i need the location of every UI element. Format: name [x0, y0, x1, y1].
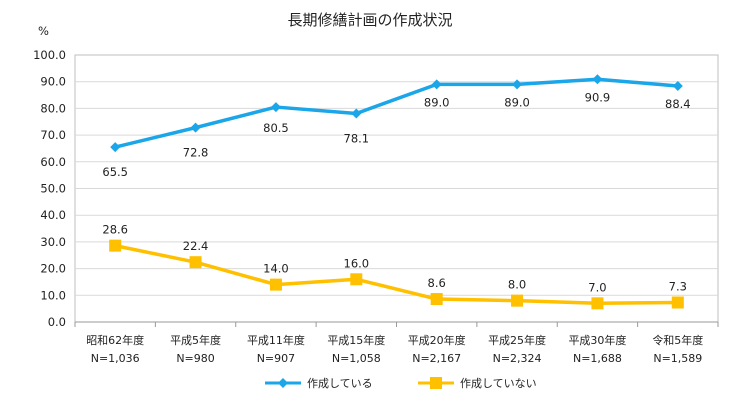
x-sample-size-label: N=1,589	[653, 352, 702, 365]
x-sample-size-label: N=1,058	[332, 352, 381, 365]
data-label: 89.0	[504, 95, 530, 109]
x-sample-size-label: N=980	[176, 352, 214, 365]
x-category-label: 平成5年度	[170, 333, 221, 347]
data-point	[190, 122, 201, 133]
y-tick-label: 50.0	[40, 182, 66, 196]
data-labels: 65.5 72.8 80.5 78.1 89.0 89.0 90.9 88.4 28.6 22.4…	[102, 90, 690, 294]
data-point	[270, 102, 281, 113]
data-label: 90.9	[585, 90, 611, 104]
series-line-sakusei-shiteiru	[114, 77, 678, 149]
data-label: 8.0	[508, 278, 526, 292]
data-label: 88.4	[665, 97, 691, 111]
y-tick-label: 90.0	[40, 75, 66, 89]
data-point	[511, 294, 524, 307]
y-tick-label: 70.0	[40, 128, 66, 142]
x-category-label: 平成20年度	[408, 333, 466, 347]
data-point	[431, 79, 442, 90]
data-label: 89.0	[424, 95, 450, 109]
data-label: 65.5	[102, 165, 128, 179]
series	[109, 74, 684, 310]
data-point	[189, 256, 202, 269]
y-axis-unit: %	[38, 24, 49, 38]
x-sample-size-label: N=2,324	[493, 352, 542, 365]
data-point	[591, 297, 604, 310]
y-tick-label: 100.0	[33, 48, 66, 62]
y-tick-label: 60.0	[40, 155, 66, 169]
x-sample-size-label: N=1,036	[91, 352, 140, 365]
data-label: 22.4	[183, 239, 209, 253]
y-tick-label: 80.0	[40, 101, 66, 115]
data-label: 8.6	[428, 276, 446, 290]
data-point	[430, 293, 443, 306]
data-label: 7.3	[669, 280, 687, 294]
data-point	[351, 108, 362, 119]
x-sample-size-label: N=907	[257, 352, 295, 365]
data-point	[671, 296, 684, 309]
y-tick-label: 20.0	[40, 262, 66, 276]
x-sample-size-label: N=1,688	[573, 352, 622, 365]
data-point	[109, 239, 122, 252]
x-category-label: 平成30年度	[568, 333, 626, 347]
data-point	[269, 278, 282, 291]
data-point	[110, 142, 121, 153]
x-category-label: 平成25年度	[488, 333, 546, 347]
data-label: 80.5	[263, 121, 289, 135]
series-line-sakusei-shiteinai	[114, 243, 678, 306]
gridlines	[74, 54, 719, 323]
legend-label: 作成している	[307, 377, 373, 390]
chart-title: 長期修繕計画の作成状況	[287, 11, 452, 29]
data-point	[350, 273, 363, 286]
x-category-label: 昭和62年度	[86, 333, 144, 347]
y-tick-label: 30.0	[40, 235, 66, 249]
data-label: 28.6	[102, 223, 128, 237]
data-label: 14.0	[263, 262, 289, 276]
x-sample-size-label: N=2,167	[412, 352, 461, 365]
data-point	[512, 79, 523, 90]
axes: 0.0 10.0 20.0 30.0 40.0 50.0 60.0 70.0 80.0 90.0 1…	[33, 48, 719, 365]
data-point	[672, 80, 683, 91]
data-label: 78.1	[344, 131, 370, 145]
legend-marker	[278, 378, 288, 388]
data-label: 16.0	[344, 256, 370, 270]
x-category-label: 平成15年度	[327, 333, 385, 347]
data-label: 72.8	[183, 146, 209, 160]
y-tick-label: 0.0	[48, 315, 66, 329]
y-tick-label: 10.0	[40, 288, 66, 302]
x-category-label: 令和5年度	[652, 333, 703, 347]
legend: 作成している 作成していない	[265, 377, 537, 390]
x-category-label: 平成11年度	[247, 333, 305, 347]
y-tick-label: 40.0	[40, 208, 66, 222]
legend-marker	[430, 377, 442, 389]
data-label: 7.0	[588, 280, 606, 294]
legend-label: 作成していない	[460, 377, 537, 390]
data-point	[592, 74, 603, 85]
